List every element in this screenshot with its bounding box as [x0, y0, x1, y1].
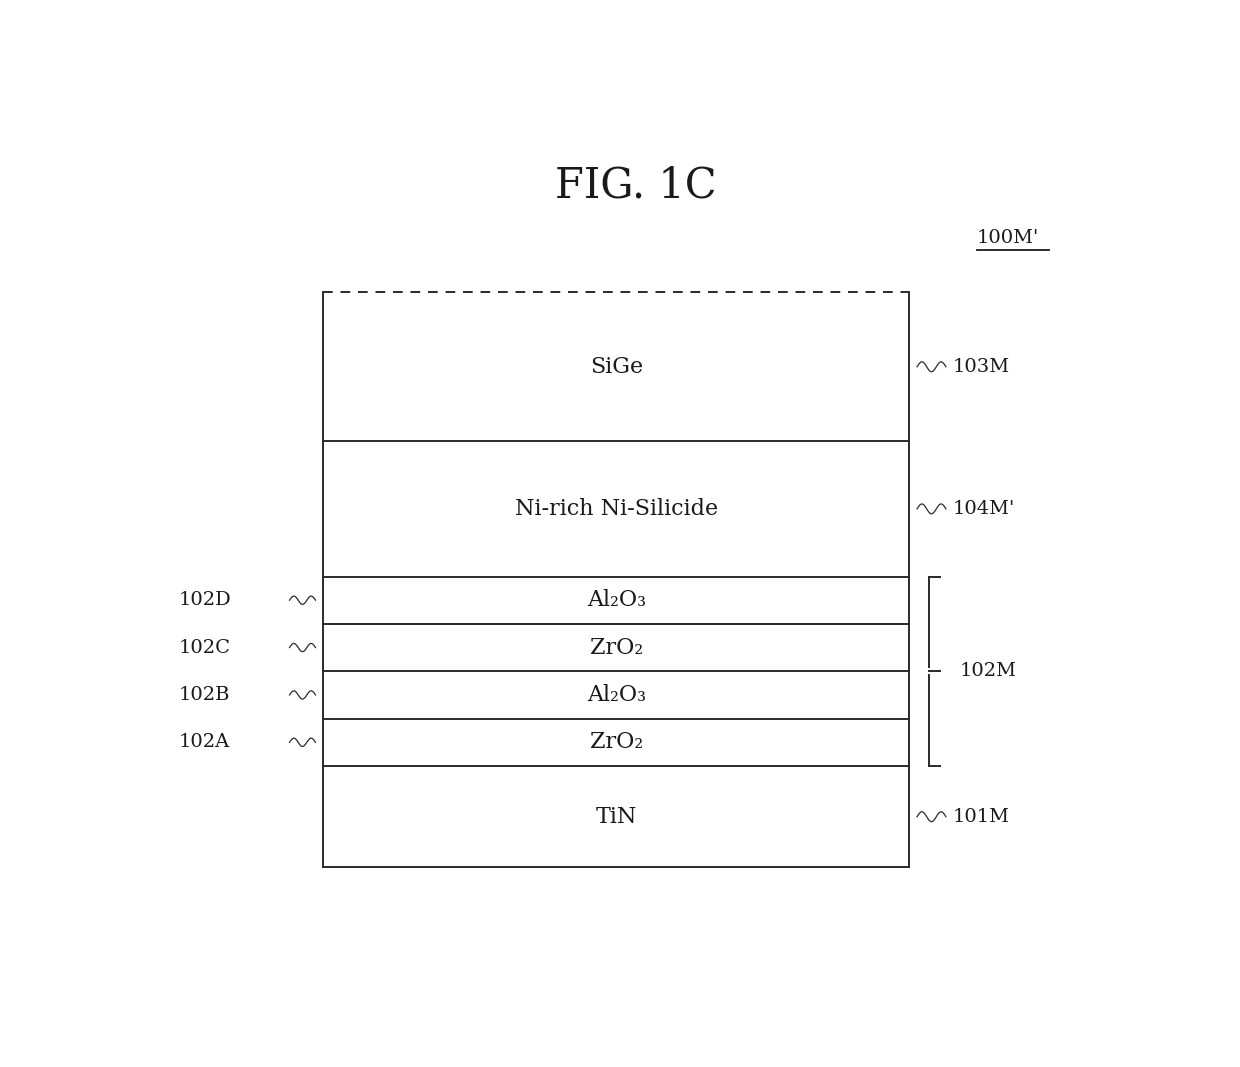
Text: 100M': 100M': [977, 229, 1039, 248]
Text: ZrO₂: ZrO₂: [590, 637, 642, 658]
Text: 102D: 102D: [179, 591, 232, 609]
Text: ZrO₂: ZrO₂: [590, 731, 642, 753]
Text: FIG. 1C: FIG. 1C: [554, 164, 717, 207]
Text: 104M': 104M': [952, 499, 1014, 517]
Text: TiN: TiN: [595, 806, 637, 828]
Text: 103M: 103M: [952, 357, 1009, 376]
Text: 102M: 102M: [960, 663, 1017, 681]
Text: SiGe: SiGe: [590, 355, 642, 378]
Text: Ni-rich Ni-Silicide: Ni-rich Ni-Silicide: [515, 498, 718, 520]
Text: 102A: 102A: [179, 733, 231, 751]
Text: 101M: 101M: [952, 808, 1009, 826]
Text: 102C: 102C: [179, 638, 231, 656]
Text: Al₂O₃: Al₂O₃: [587, 684, 646, 706]
Text: Al₂O₃: Al₂O₃: [587, 589, 646, 611]
Text: 102B: 102B: [179, 686, 231, 704]
